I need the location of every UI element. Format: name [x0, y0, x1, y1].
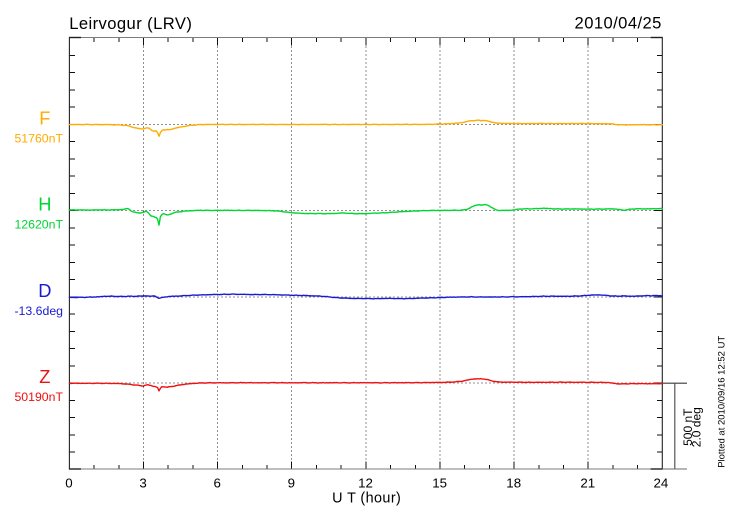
- svg-text:50190nT: 50190nT: [14, 390, 63, 404]
- svg-text:51760nT: 51760nT: [14, 131, 63, 145]
- svg-text:H: H: [38, 194, 51, 215]
- svg-text:12620nT: 12620nT: [14, 218, 63, 232]
- svg-text:3: 3: [139, 476, 146, 491]
- svg-text:6: 6: [213, 476, 220, 491]
- svg-text:D: D: [38, 280, 51, 301]
- svg-text:Plotted at 2010/09/16 12:52 UT: Plotted at 2010/09/16 12:52 UT: [716, 336, 727, 468]
- svg-text:18: 18: [506, 476, 521, 491]
- svg-text:0: 0: [65, 476, 72, 491]
- svg-text:U T (hour): U T (hour): [332, 491, 401, 507]
- svg-text:12: 12: [358, 476, 373, 491]
- svg-text:9: 9: [288, 476, 295, 491]
- svg-text:-13.6deg: -13.6deg: [14, 304, 63, 318]
- svg-text:500 nT: 500 nT: [681, 408, 695, 446]
- svg-text:21: 21: [580, 476, 595, 491]
- svg-text:Z: Z: [39, 366, 50, 387]
- svg-text:2.0 deg: 2.0 deg: [690, 407, 704, 447]
- svg-text:24: 24: [654, 476, 669, 491]
- svg-text:Leirvogur (LRV): Leirvogur (LRV): [69, 14, 192, 33]
- svg-text:2010/04/25: 2010/04/25: [575, 14, 662, 33]
- svg-text:F: F: [39, 107, 50, 128]
- svg-text:15: 15: [432, 476, 447, 491]
